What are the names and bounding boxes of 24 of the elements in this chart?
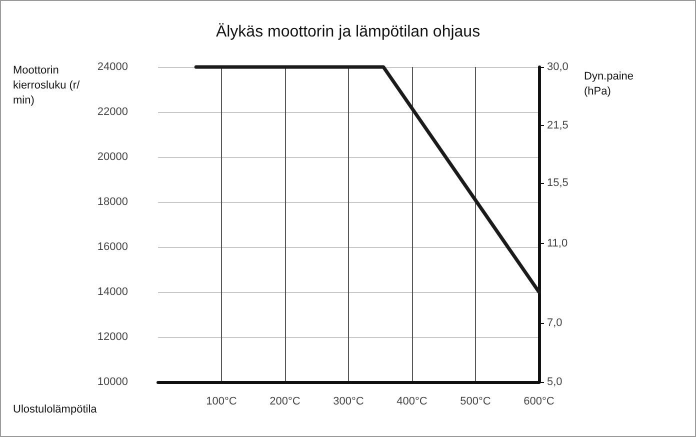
x-tick-label: 500°C bbox=[460, 396, 491, 408]
chart-title: Älykäs moottorin ja lämpötilan ohjaus bbox=[216, 22, 480, 40]
y-tick-label: 22000 bbox=[97, 106, 128, 118]
y-tick-label: 20000 bbox=[97, 151, 128, 163]
y2-tick-label: 21,5 bbox=[547, 120, 568, 132]
x-tick-label: 600°C bbox=[524, 396, 554, 408]
x-tick-label: 200°C bbox=[270, 396, 300, 408]
y2-tick-label: 11,0 bbox=[547, 237, 568, 250]
y2-axis-title: Dyn.paine (hPa) bbox=[584, 70, 637, 98]
x-tick-label: 400°C bbox=[396, 396, 428, 408]
x-tick-label: 300°C bbox=[333, 396, 364, 408]
y-axis-title: Moottorin kierrosluku (r/min) bbox=[13, 64, 81, 106]
x-tick-label: 100°C bbox=[206, 396, 237, 408]
y-tick-label: 10000 bbox=[97, 376, 128, 388]
y-tick-label: 16000 bbox=[97, 241, 128, 253]
y2-tick-label: 30,0 bbox=[547, 61, 568, 73]
y-tick-label: 12000 bbox=[97, 331, 128, 343]
y-tick-label: 18000 bbox=[97, 196, 128, 208]
x-axis-title: Ulostulolämpötila bbox=[13, 404, 98, 416]
y2-tick-label: 7,0 bbox=[547, 316, 562, 329]
y-tick-label: 24000 bbox=[97, 61, 128, 73]
y2-tick-label: 5,0 bbox=[547, 376, 562, 388]
y-tick-label: 14000 bbox=[97, 286, 128, 298]
y2-tick-label: 15,5 bbox=[547, 177, 568, 190]
